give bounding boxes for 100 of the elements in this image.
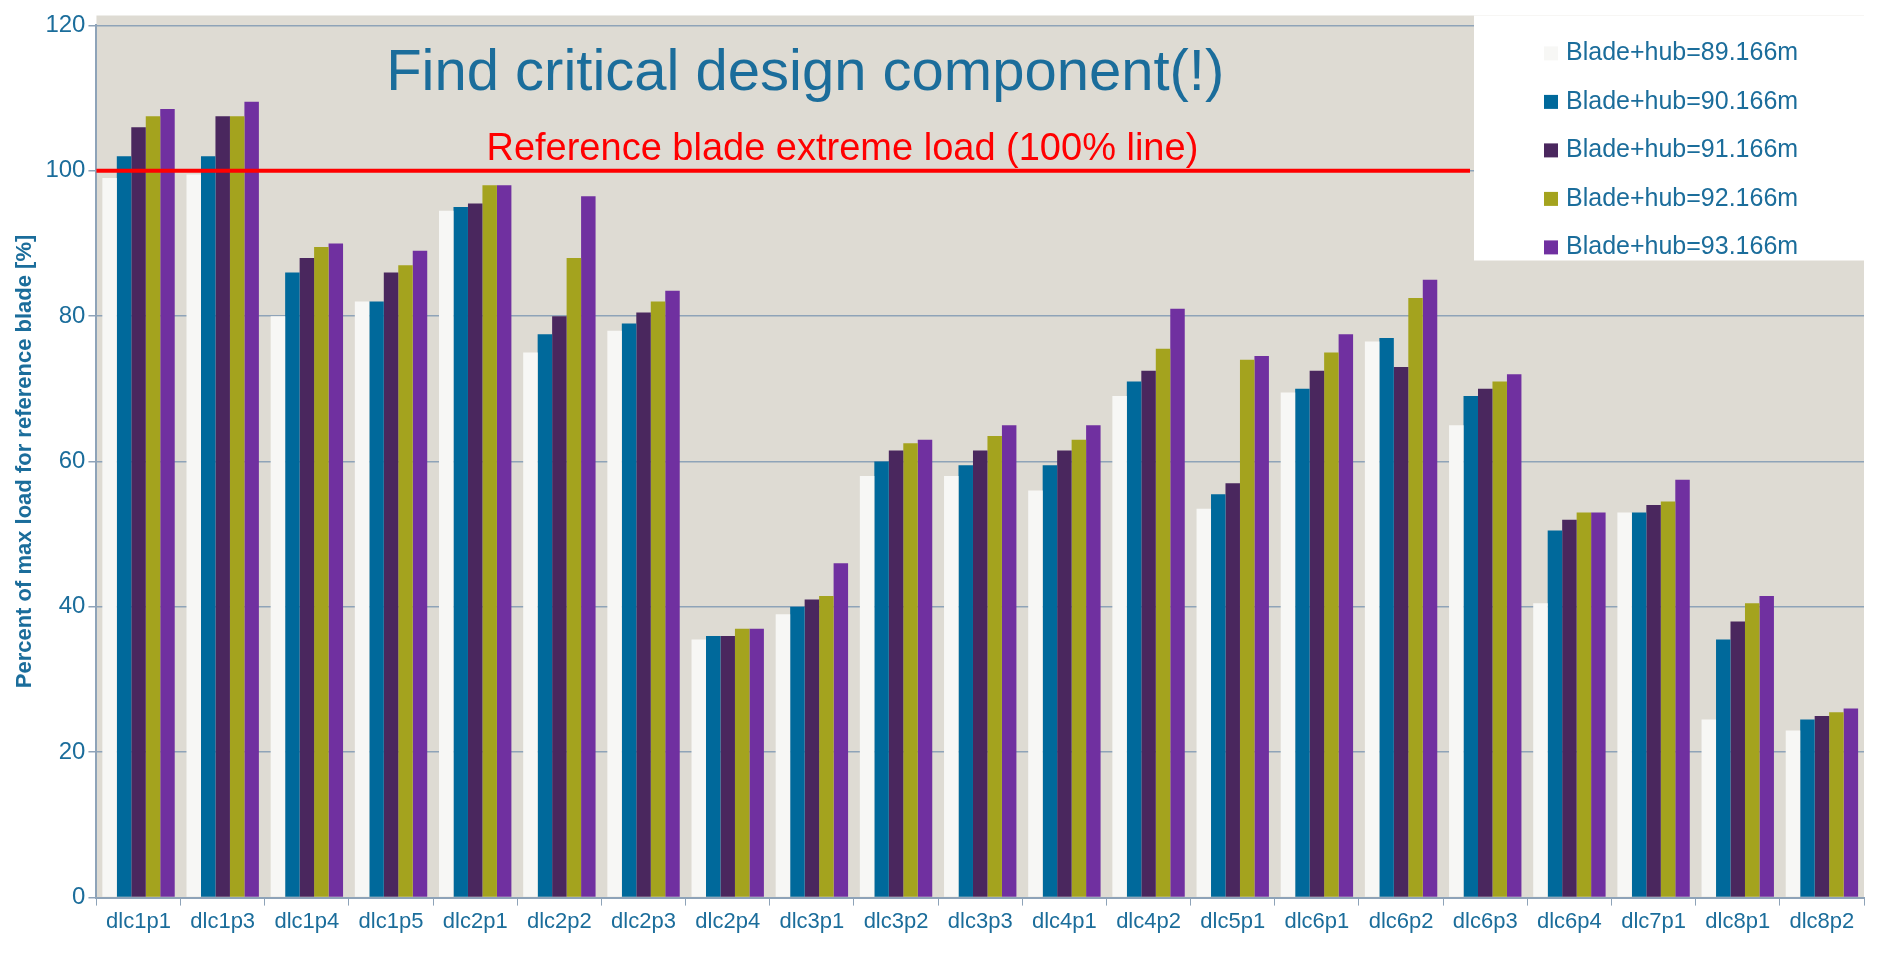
bar [1170,308,1185,897]
x-tick-label: dlc3p3 [947,907,1013,933]
bar [131,127,146,897]
bar [1449,425,1464,897]
bar [1785,730,1801,897]
x-tick-label: dlc1p1 [106,907,171,933]
bar [1506,374,1522,897]
bar [270,316,286,897]
bar [328,243,344,897]
bar [790,606,805,897]
bar [229,116,245,897]
x-tick-label: dlc4p1 [1031,907,1097,933]
bar [1042,465,1058,897]
bar [1379,337,1394,897]
bar [523,352,538,897]
bar [1126,381,1142,897]
bar [398,265,413,897]
bar [1422,279,1438,897]
bar [1211,494,1226,897]
bar [1716,639,1731,897]
bar [621,323,637,897]
bar [1225,483,1240,897]
bar [888,450,904,897]
bar [285,272,300,897]
bar [987,436,1002,897]
bar [1533,603,1548,897]
bar [1295,388,1310,897]
bar [200,156,216,897]
bar [734,628,750,897]
y-tick-label: 0 [72,882,86,910]
bar [1155,348,1171,897]
x-tick-label: dlc6p3 [1452,907,1518,933]
legend-label: Blade+hub=89.166m [1566,37,1799,66]
chart-title: Find critical design component(!) [386,37,1225,103]
bar [706,635,721,897]
bar [552,316,567,897]
y-tick-label: 20 [58,736,86,764]
bar [665,290,680,897]
ref-line-label: Reference blade extreme load (100% line) [486,126,1199,169]
bar [1814,715,1830,897]
bar [1463,396,1478,897]
x-tick-label: dlc8p1 [1705,907,1771,933]
bar [116,156,132,897]
bar [1086,425,1101,897]
x-tick-label: dlc2p3 [611,907,676,933]
x-tick-label: dlc4p2 [1116,907,1181,933]
bar [958,465,973,897]
legend-label: Blade+hub=93.166m [1566,231,1799,260]
bar [944,476,959,897]
x-tick-label: dlc5p1 [1200,907,1266,933]
x-tick-label: dlc3p1 [779,907,845,933]
bar [215,116,230,897]
bar [1280,392,1296,897]
bar [566,257,582,897]
bar [636,312,651,897]
bar [581,196,596,897]
bar [1660,501,1676,897]
bar [804,599,820,897]
bar [607,330,622,897]
bar [1254,356,1269,897]
bar [1338,334,1354,897]
y-tick-label: 120 [45,10,86,38]
bar [917,439,933,897]
bar [859,476,875,897]
bar [1744,603,1760,897]
bar [1730,621,1745,897]
x-tick-label: dlc6p4 [1536,907,1602,933]
bar [1591,512,1606,897]
y-axis-title: Percent of max load for reference blade [%] [11,234,37,689]
bar [874,461,889,897]
bar [467,203,483,897]
bar [1675,479,1690,897]
bar [369,301,384,897]
bar [1239,359,1255,897]
bar [1324,352,1339,897]
bar [102,178,117,897]
bar [720,635,735,897]
y-tick-label: 80 [58,300,86,328]
bar [1001,425,1017,897]
bar [186,174,201,897]
bar [819,595,834,897]
bar [1112,396,1127,897]
x-tick-label: dlc2p1 [442,907,508,933]
bar [833,563,849,897]
legend-label: Blade+hub=90.166m [1566,85,1799,114]
bar [383,272,399,897]
bar [412,250,428,897]
legend-label: Blade+hub=92.166m [1566,182,1799,211]
bar [749,628,764,897]
x-tick-label: dlc1p3 [190,907,256,933]
bar [1309,370,1325,897]
bar [1071,439,1087,897]
x-tick-label: dlc6p2 [1368,907,1434,933]
bar [1617,512,1632,897]
bar [903,443,918,897]
x-tick-label: dlc3p2 [863,907,929,933]
bar [145,116,161,897]
bar [1631,512,1647,897]
bar [1364,341,1380,897]
bar [354,301,370,897]
